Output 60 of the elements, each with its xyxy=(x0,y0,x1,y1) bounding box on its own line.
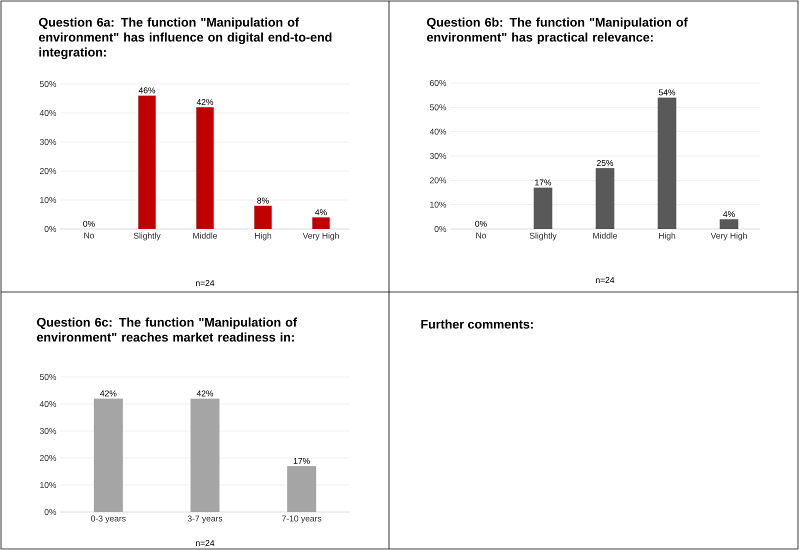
bar xyxy=(138,96,156,229)
x-tick-label: Middle xyxy=(593,232,618,239)
y-tick-label: 60% xyxy=(430,80,446,86)
y-tick-label: 20% xyxy=(40,455,56,461)
y-tick-label: 20% xyxy=(40,168,56,174)
x-tick-label: Slightly xyxy=(530,232,557,240)
data-label: 46% xyxy=(138,87,156,94)
chart-title: Question 6a: The function "Manipulation of environment" has influence on digital end-to-end integration: xyxy=(39,18,332,60)
x-tick-label: No xyxy=(476,232,486,238)
bar xyxy=(254,206,272,229)
text: Further comments: xyxy=(421,320,533,329)
y-tick-label: 40% xyxy=(40,110,56,116)
data-label: 4% xyxy=(315,209,327,216)
data-label: 42% xyxy=(196,390,214,396)
y-tick-label: 0% xyxy=(44,226,56,232)
y-tick-label: 0% xyxy=(44,509,56,515)
bar xyxy=(534,188,552,229)
bar xyxy=(596,168,614,229)
chart-title: Question 6b: The function "Manipulation of environment" has practical relevance: xyxy=(427,18,688,44)
bar xyxy=(196,107,214,229)
x-tick-label: 0-3 years xyxy=(91,516,126,524)
bar xyxy=(720,219,738,229)
y-tick-label: 20% xyxy=(430,177,446,184)
y-tick-label: 10% xyxy=(40,197,56,203)
data-label: 17% xyxy=(535,180,552,186)
y-tick-label: 0% xyxy=(434,226,446,232)
y-tick-label: 10% xyxy=(430,202,446,208)
x-tick-label: No xyxy=(84,232,94,238)
data-label: 0% xyxy=(475,220,487,227)
y-tick-label: 40% xyxy=(430,128,446,135)
text: n=24 xyxy=(196,540,214,546)
x-tick-label: High xyxy=(254,232,272,240)
x-tick-label: Middle xyxy=(193,232,218,239)
y-tick-label: 50% xyxy=(40,374,56,380)
data-label: 42% xyxy=(196,99,214,106)
x-tick-label: Very High xyxy=(710,232,747,240)
data-label: 4% xyxy=(723,211,735,218)
x-tick-label: High xyxy=(658,232,676,240)
y-tick-label: 10% xyxy=(40,482,56,488)
y-tick-label: 30% xyxy=(40,428,56,434)
chart-title: Question 6c: The function "Manipulation of environment" reaches market readiness in: xyxy=(37,318,298,342)
data-label: 42% xyxy=(100,390,117,396)
y-tick-label: 30% xyxy=(40,139,56,145)
y-tick-label: 30% xyxy=(430,153,446,159)
x-tick-label: Slightly xyxy=(134,232,161,240)
y-tick-label: 50% xyxy=(40,81,56,87)
bar xyxy=(658,98,676,229)
x-tick-label: Very High xyxy=(302,232,339,240)
y-tick-label: 50% xyxy=(430,104,446,110)
x-tick-label: 7-10 years xyxy=(282,516,322,524)
y-tick-label: 40% xyxy=(40,401,56,407)
data-label: 17% xyxy=(294,458,310,464)
data-label: 54% xyxy=(658,89,676,96)
bar xyxy=(312,217,330,229)
data-label: 25% xyxy=(596,160,614,166)
text: n=24 xyxy=(196,280,214,286)
data-label: 0% xyxy=(83,220,95,227)
x-tick-label: 3-7 years xyxy=(188,516,222,524)
text: n=24 xyxy=(596,277,614,283)
data-label: 8% xyxy=(257,198,269,204)
